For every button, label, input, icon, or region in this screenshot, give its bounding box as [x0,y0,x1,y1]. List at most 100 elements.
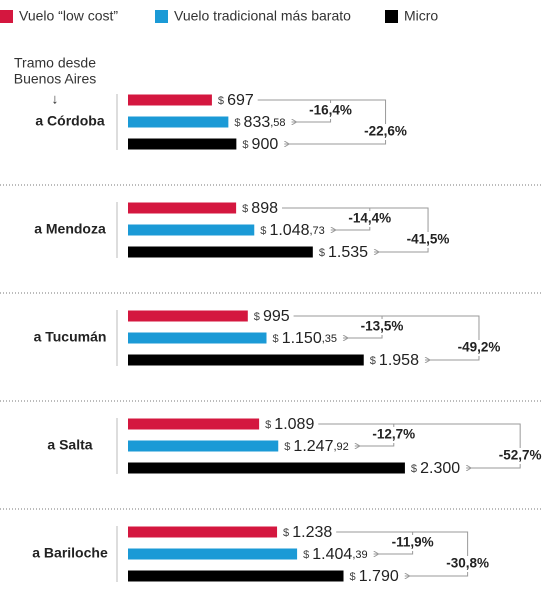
legend-label: Vuelo tradicional más barato [174,8,351,24]
category-label: a Córdoba [35,113,104,129]
connector [282,207,429,252]
category-label: a Bariloche [32,545,108,561]
currency: $ [260,225,269,237]
amount: 1.247 [293,438,333,455]
bar [128,354,364,366]
amount: 1.790 [359,568,399,585]
decimals: ,73 [310,225,325,237]
intro: Tramo desde [14,55,96,71]
decimals: ,92 [333,441,348,453]
label-bg [346,211,394,227]
value-label: $ 833,58 [234,114,285,131]
amount: 1.404 [312,546,352,563]
intro-arrow: ↓ [52,91,59,107]
amount: 833 [244,114,271,131]
value-label: $ 1.247,92 [284,438,349,455]
bar [128,462,405,474]
amount: 2.300 [420,460,460,477]
comparison-label: -12,7% [372,427,415,442]
currency: $ [350,571,359,583]
label-bg [444,556,492,572]
value-label: $ 995 [254,308,290,325]
currency: $ [319,247,328,259]
decimals: ,58 [270,117,285,129]
currency: $ [283,527,292,539]
value-label: $ 1.404,39 [303,546,368,563]
comparison-label: -11,9% [392,535,434,550]
label-bg [496,448,542,464]
value-label: $ 1.048,73 [260,222,325,239]
bar [128,526,278,538]
bar [128,440,279,452]
currency: $ [242,139,251,151]
currency: $ [284,441,293,453]
currency: $ [242,203,251,215]
connector [318,423,521,468]
bar [128,224,255,236]
value-label: $ 2.300 [411,460,460,477]
value-label: $ 697 [218,92,254,109]
value-label: $ 900 [242,136,278,153]
amount: 898 [251,200,278,217]
label-bg [358,319,406,335]
legend-swatch [0,10,13,23]
currency: $ [218,95,227,107]
label-bg [404,232,452,248]
legend-label: Micro [404,8,438,24]
value-label: $ 1.790 [350,568,399,585]
currency: $ [411,463,420,475]
comparison-label: -49,2% [458,340,501,355]
comparison-label: -30,8% [446,556,489,571]
comparison-label: -16,4% [309,103,352,118]
currency: $ [234,117,243,129]
legend-swatch [155,10,168,23]
currency: $ [265,419,274,431]
amount: 1.150 [282,330,322,347]
category-label: a Mendoza [34,221,106,237]
label-bg [389,535,436,551]
label-bg [370,427,418,443]
category-label: a Salta [47,437,92,453]
bar [128,202,237,214]
bar [128,548,298,560]
comparison-label: -13,5% [361,319,404,334]
legend-swatch [385,10,398,23]
amount: 1.958 [379,352,419,369]
value-label: $ 1.089 [265,416,314,433]
connector [336,531,469,576]
bar [128,116,229,128]
category-label: a Tucumán [34,329,107,345]
decimals: ,35 [322,333,337,345]
connector [293,315,480,360]
value-label: $ 1.238 [283,524,332,541]
comparison-label: -52,7% [499,448,542,463]
amount: 1.238 [292,524,332,541]
amount: 1.089 [274,416,314,433]
bar [128,332,267,344]
comparison-label: -41,5% [407,232,450,247]
currency: $ [273,333,282,345]
value-label: $ 1.150,35 [273,330,338,347]
amount: 1.535 [328,244,368,261]
comparison-label: -22,6% [364,124,407,139]
decimals: ,39 [352,549,367,561]
label-bg [362,124,409,140]
amount: 995 [263,308,290,325]
bar [128,246,313,258]
comparison-label: -14,4% [348,211,391,226]
amount: 697 [227,92,254,109]
value-label: $ 1.535 [319,244,368,261]
bar [128,418,260,430]
legend-label: Vuelo “low cost” [19,8,118,24]
amount: 900 [252,136,279,153]
bar [128,94,212,106]
intro: Buenos Aires [14,71,97,87]
currency: $ [370,355,379,367]
currency: $ [254,311,263,323]
bar [128,138,237,150]
label-bg [307,103,354,119]
currency: $ [303,549,312,561]
bar [128,310,248,322]
label-bg [455,340,503,356]
